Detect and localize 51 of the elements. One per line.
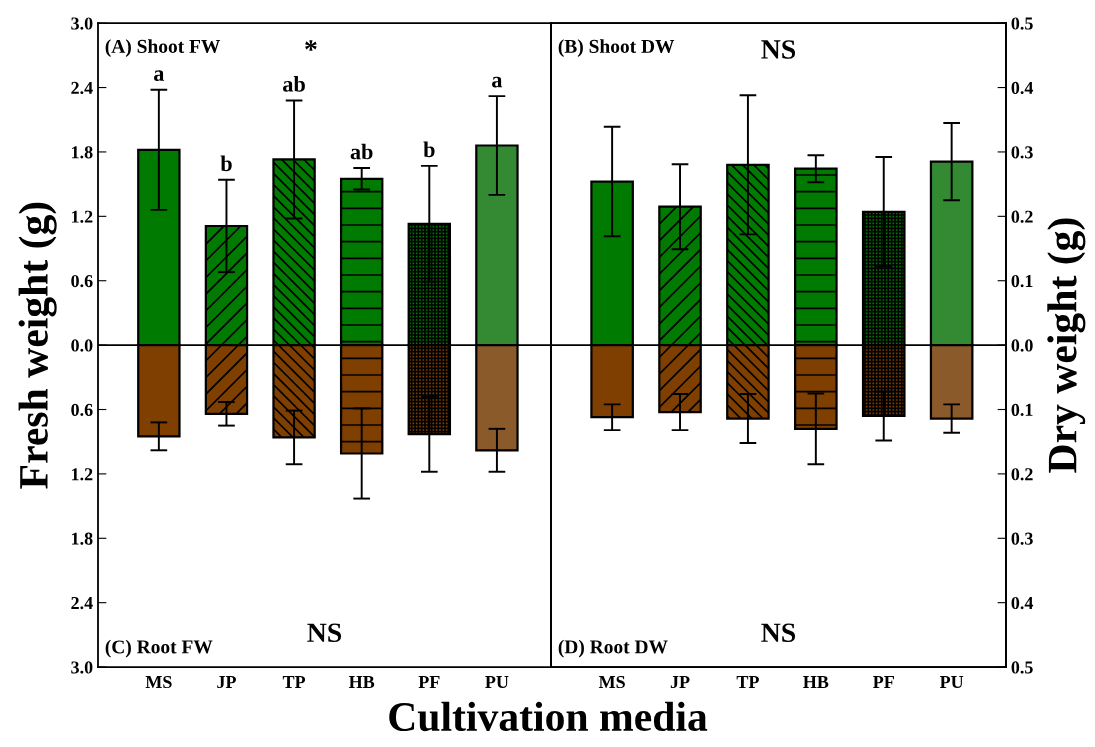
annotation: a — [492, 76, 503, 88]
annotation: (C) Root FW — [105, 639, 213, 658]
y2-tick-label: 0.0 — [1011, 339, 1033, 352]
annotation: ab — [283, 76, 305, 92]
y-axis-title: Fresh weight (g) — [18, 202, 57, 489]
x-axis-title: Cultivation media — [389, 701, 708, 732]
y-tick-label: 1.8 — [72, 532, 93, 545]
annotation: b — [220, 155, 232, 172]
annotation: NS — [761, 40, 796, 59]
annotation: ab — [350, 143, 373, 160]
y2-tick-label: 0.4 — [1011, 81, 1034, 95]
y2-tick-label: 0.4 — [1011, 596, 1034, 610]
y-tick-label: 1.2 — [72, 210, 93, 223]
y-tick-label: 1.2 — [72, 468, 93, 481]
y2-tick-label: 0.5 — [1011, 17, 1033, 30]
y2-tick-label: 0.2 — [1011, 210, 1033, 223]
y-tick-label: 3.0 — [71, 661, 93, 674]
y-tick-label: 3.0 — [71, 17, 93, 30]
annotation: * — [305, 40, 317, 51]
annotation: (D) Root DW — [558, 639, 668, 658]
x-tick-label: MS — [145, 675, 172, 689]
annotation: NS — [761, 623, 796, 643]
y-tick-label: 0.0 — [71, 339, 93, 352]
x-tick-label: HB — [348, 676, 375, 688]
annotation: (B) Shoot DW — [558, 39, 675, 57]
x-tick-label: PU — [485, 676, 509, 689]
x-tick-label: HB — [803, 676, 829, 688]
x-tick-label: PF — [873, 676, 894, 688]
y2-tick-label: 0.1 — [1011, 403, 1033, 417]
x-tick-label: TP — [736, 676, 759, 688]
annotation: (A) Shoot FW — [105, 39, 221, 57]
y-tick-label: 2.4 — [71, 81, 93, 95]
x-tick-label: PF — [418, 676, 440, 688]
x-tick-label: MS — [598, 675, 625, 689]
annotation: a — [154, 70, 165, 82]
y2-tick-label: 0.2 — [1011, 468, 1033, 481]
y2-tick-label: 0.3 — [1011, 532, 1033, 545]
y-tick-label: 0.6 — [71, 274, 93, 288]
y-tick-label: 2.4 — [71, 596, 93, 610]
annotation: NS — [307, 623, 342, 643]
x-tick-label: JP — [217, 676, 236, 689]
x-tick-label: TP — [282, 676, 306, 688]
y2-tick-label: 0.1 — [1011, 274, 1033, 288]
x-tick-label: PU — [939, 676, 964, 689]
y2-tick-label: 0.3 — [1011, 146, 1033, 159]
y2-tick-label: 0.5 — [1011, 661, 1033, 674]
annotation: b — [423, 141, 435, 158]
x-tick-label: JP — [670, 676, 690, 689]
y2-axis-title: Dry weight (g) — [1047, 218, 1086, 473]
y-tick-label: 1.8 — [72, 146, 93, 159]
y-tick-label: 0.6 — [71, 403, 93, 417]
